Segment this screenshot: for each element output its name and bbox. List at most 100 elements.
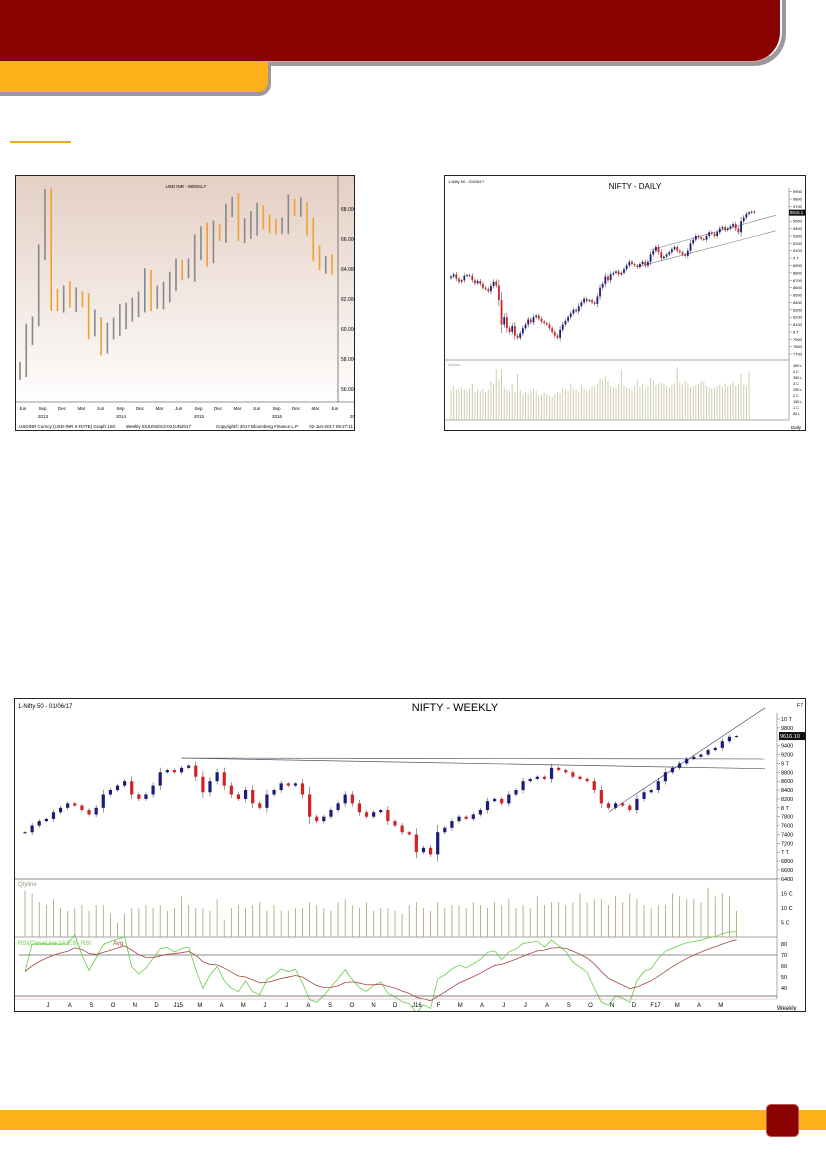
candle bbox=[208, 781, 212, 793]
candle bbox=[58, 807, 63, 813]
rsi-tick-label: 80 bbox=[781, 942, 787, 948]
candle bbox=[322, 816, 326, 822]
candle bbox=[511, 326, 514, 332]
candle bbox=[557, 767, 561, 771]
candle bbox=[742, 217, 745, 222]
y-tick-label: 68.0000 bbox=[341, 207, 355, 213]
candle bbox=[293, 783, 297, 786]
x-tick-label: D bbox=[154, 1003, 159, 1009]
candle bbox=[633, 264, 636, 266]
candle bbox=[343, 794, 347, 804]
plot-background bbox=[16, 176, 354, 409]
candle bbox=[400, 825, 404, 833]
candle bbox=[585, 298, 588, 301]
candle bbox=[350, 794, 354, 804]
x-tick-label: A bbox=[545, 1003, 549, 1009]
candle bbox=[572, 309, 575, 314]
candle bbox=[542, 776, 547, 779]
candle bbox=[492, 281, 495, 287]
candle bbox=[593, 302, 596, 304]
candle bbox=[641, 261, 644, 265]
x-month-label: Dec bbox=[292, 406, 301, 411]
x-tick-label: D bbox=[393, 1003, 398, 1009]
x-month-label: Jun bbox=[175, 406, 183, 411]
y-tick-label: 8600 bbox=[781, 779, 793, 785]
candle bbox=[516, 335, 519, 338]
candle bbox=[450, 821, 454, 828]
candle bbox=[364, 812, 369, 817]
trendline bbox=[181, 757, 766, 760]
y-tick-label: 7200 bbox=[781, 841, 793, 847]
x-tick-label: F bbox=[437, 1003, 441, 1009]
candle bbox=[519, 333, 522, 338]
candle bbox=[647, 261, 649, 266]
y-tick-label: 6800 bbox=[781, 859, 793, 865]
candle bbox=[705, 235, 708, 240]
candle bbox=[514, 790, 518, 795]
candle bbox=[578, 776, 582, 779]
x-tick-label: M bbox=[197, 1003, 202, 1009]
y-tick-label: 66.0000 bbox=[341, 237, 355, 243]
candle bbox=[115, 785, 120, 791]
candle bbox=[471, 814, 475, 819]
candle bbox=[699, 754, 703, 757]
candle bbox=[540, 318, 543, 322]
candle bbox=[591, 300, 593, 303]
last-price-tag bbox=[789, 209, 805, 216]
candle bbox=[599, 790, 603, 804]
volume-tick-label: 450 L bbox=[793, 364, 803, 368]
candle bbox=[458, 278, 460, 282]
y-tick-label: 8 T bbox=[793, 329, 799, 334]
candle bbox=[620, 272, 623, 275]
candle bbox=[577, 306, 580, 312]
y-tick-label: 9300 bbox=[793, 233, 803, 238]
volume-tick-label: 3 C bbox=[793, 382, 799, 386]
candle bbox=[222, 772, 226, 786]
candle bbox=[201, 776, 205, 793]
candle bbox=[528, 778, 532, 782]
candle bbox=[753, 211, 756, 213]
y-tick-label: 7400 bbox=[781, 832, 793, 838]
x-year-label: 2014 bbox=[116, 414, 127, 419]
y-tick-label: 9400 bbox=[781, 744, 793, 750]
candle bbox=[407, 832, 411, 835]
x-tick-label: O bbox=[349, 1003, 354, 1009]
y-tick-label: 8700 bbox=[793, 278, 803, 283]
candle bbox=[272, 790, 276, 795]
candle bbox=[649, 254, 652, 262]
candle bbox=[606, 803, 611, 808]
candle bbox=[601, 283, 604, 288]
x-month-label: Jun bbox=[331, 406, 339, 411]
y-tick-label: 9100 bbox=[793, 248, 803, 253]
candle bbox=[588, 300, 591, 302]
candle bbox=[734, 224, 737, 229]
rsi-tick-label: 50 bbox=[781, 975, 787, 981]
candle bbox=[732, 224, 734, 227]
x-month-label: Sep bbox=[117, 406, 126, 411]
x-month-label: Dec bbox=[58, 406, 67, 411]
candle bbox=[23, 832, 27, 834]
y-tick-label: 64.0000 bbox=[341, 267, 355, 273]
candle bbox=[663, 256, 665, 259]
candle bbox=[455, 274, 458, 279]
candle bbox=[734, 736, 739, 738]
y-tick-label: 7800 bbox=[781, 815, 793, 821]
candle bbox=[66, 803, 70, 808]
candle bbox=[655, 247, 657, 251]
candle bbox=[642, 792, 646, 799]
candle bbox=[635, 798, 639, 811]
candle bbox=[476, 280, 479, 284]
candle bbox=[660, 252, 663, 259]
rsi-tick-label: 40 bbox=[781, 986, 787, 992]
volume-tick-label: 350 L bbox=[793, 376, 803, 380]
y-tick-label: 8400 bbox=[793, 300, 803, 305]
footer-copyright: Copyright© 2017 Bloomberg Finance L.P. bbox=[216, 423, 299, 429]
trendline bbox=[181, 757, 766, 770]
candle bbox=[609, 274, 612, 281]
candle bbox=[567, 317, 569, 321]
period-label: Daily bbox=[791, 425, 802, 430]
candle bbox=[158, 772, 162, 786]
candle bbox=[678, 763, 682, 768]
chart-header: 1-Nifty 50 - 01/06/17 bbox=[18, 704, 73, 710]
candle bbox=[596, 296, 599, 304]
